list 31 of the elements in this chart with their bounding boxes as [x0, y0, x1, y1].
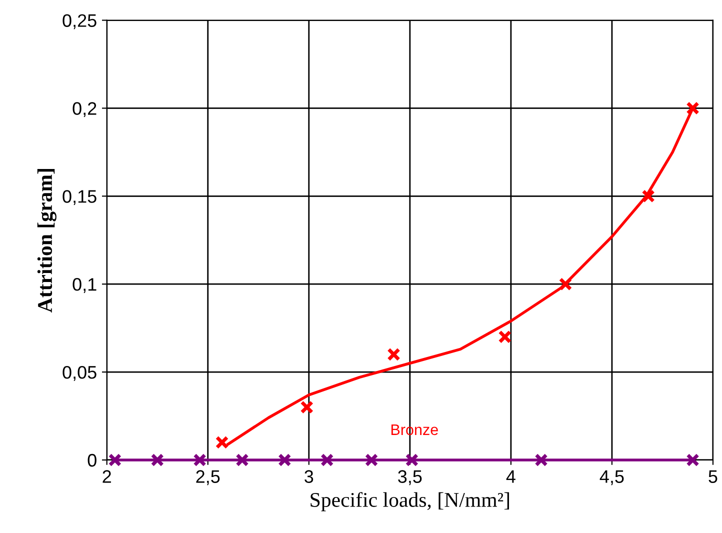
y-tick-label: 0,2	[72, 102, 96, 118]
point	[387, 348, 400, 362]
point	[108, 453, 122, 467]
point	[320, 453, 334, 467]
x-tick-label: 3	[304, 470, 314, 483]
y-tick-label: 0,05	[62, 366, 96, 381]
point	[150, 453, 164, 467]
point	[300, 400, 314, 414]
x-tick-label: 2,5	[196, 470, 220, 486]
point	[642, 190, 655, 203]
x-tick-label: 5	[708, 470, 718, 483]
point	[686, 453, 700, 467]
point	[686, 102, 700, 115]
y-tick-label: 0,1	[72, 278, 96, 293]
y-tick-label: 0,25	[62, 14, 96, 30]
x-tick-label: 4	[506, 470, 516, 483]
point	[558, 277, 572, 291]
x-tick-label: 3,5	[398, 470, 422, 486]
x-tick-label: 4,5	[600, 470, 624, 486]
point	[498, 330, 512, 344]
y-tick-label: 0	[88, 454, 96, 467]
point	[236, 453, 249, 467]
x-axis-title: Specific loads, [N/mm²]	[310, 492, 509, 512]
point	[278, 453, 292, 467]
point	[405, 453, 419, 467]
y-axis-title: Attrition [gram]	[37, 169, 56, 313]
point	[193, 453, 206, 467]
point	[534, 453, 548, 467]
point	[364, 453, 378, 467]
y-tick-label: 0,15	[62, 190, 96, 205]
x-tick-label: 2	[102, 470, 111, 483]
